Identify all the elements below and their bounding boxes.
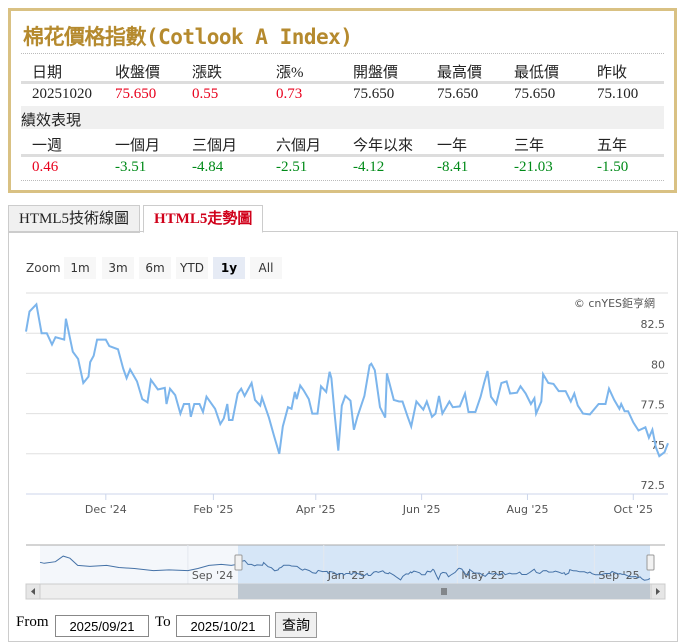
- cell-value: 0.55: [192, 86, 219, 102]
- y-tick-label: 75: [651, 439, 665, 452]
- cell-value: -2.51: [276, 159, 308, 175]
- column-header: 最低價: [514, 65, 560, 81]
- chart-panel: [8, 231, 678, 642]
- column-header: 漲%: [276, 65, 304, 81]
- performance-header-row: 一週 一個月 三個月 六個月 今年以來 一年 三年 五年: [21, 131, 664, 157]
- navigator-right-handle[interactable]: [646, 554, 655, 571]
- column-header: 一年: [437, 138, 468, 154]
- zoom-label: Zoom: [26, 261, 61, 275]
- from-date-input[interactable]: [55, 615, 149, 637]
- cell-value: -21.03: [514, 159, 553, 175]
- y-tick-label: 82.5: [641, 318, 666, 331]
- navigator-tick-label: Sep '24: [192, 569, 233, 582]
- cell-value: 75.650: [115, 86, 157, 102]
- arrow-left-icon: [31, 588, 35, 595]
- tab-html5-trend-chart[interactable]: HTML5走勢圖: [143, 205, 264, 233]
- column-header: 開盤價: [353, 65, 399, 81]
- navigator-line: [39, 555, 651, 581]
- zoom-button-1m[interactable]: 1m: [64, 257, 96, 279]
- x-tick-label: Jun '25: [402, 503, 441, 516]
- index-title: 棉花價格指數(Cotlook A Index): [23, 25, 353, 49]
- y-tick-label: 77.5: [641, 399, 666, 412]
- column-header: 三年: [514, 138, 545, 154]
- cell-value: -8.41: [437, 159, 469, 175]
- navigator-tick-label: Jan '25: [327, 569, 365, 582]
- x-tick-label: Oct '25: [614, 503, 654, 516]
- column-header: 六個月: [276, 138, 322, 154]
- cell-value: -3.51: [115, 159, 147, 175]
- arrow-right-icon: [656, 588, 660, 595]
- performance-label: 績效表現: [21, 113, 82, 129]
- divider: [21, 53, 664, 54]
- column-header: 收盤價: [115, 65, 161, 81]
- y-tick-label: 72.5: [641, 479, 666, 492]
- tab-html5-technical-chart[interactable]: HTML5技術線圖: [8, 205, 140, 233]
- column-header: 一個月: [115, 138, 161, 154]
- to-date-input[interactable]: [176, 615, 270, 637]
- cell-value: 75.100: [597, 86, 639, 102]
- cell-value: 20251020: [32, 86, 92, 102]
- quote-header-row: 日期 收盤價 漲跌 漲% 開盤價 最高價 最低價 昨收: [21, 58, 664, 84]
- x-tick-label: Aug '25: [506, 503, 548, 516]
- column-header: 五年: [597, 138, 628, 154]
- x-tick-label: Dec '24: [85, 503, 127, 516]
- x-tick-label: Apr '25: [296, 503, 336, 516]
- cell-value: -4.84: [192, 159, 224, 175]
- cell-value: -4.12: [353, 159, 385, 175]
- credit-watermark: © cnYES鉅亨網: [574, 296, 655, 310]
- cell-value: 75.650: [353, 86, 395, 102]
- cell-value: 75.650: [437, 86, 479, 102]
- zoom-button-3m[interactable]: 3m: [102, 257, 134, 279]
- navigator-selected-area: [238, 545, 650, 584]
- divider: [21, 180, 664, 181]
- quote-value-row: 20251020 75.650 0.55 0.73 75.650 75.650 75.650…: [21, 83, 664, 106]
- column-header: 漲跌: [192, 65, 223, 81]
- performance-label-row: 績效表現: [21, 106, 664, 129]
- zoom-button-6m[interactable]: 6m: [139, 257, 171, 279]
- navigator-tick-label: Sep '25: [598, 569, 639, 582]
- column-header: 一週: [32, 138, 63, 154]
- cell-value: 0.73: [276, 86, 303, 102]
- column-header: 最高價: [437, 65, 483, 81]
- zoom-button-1y[interactable]: 1y: [213, 257, 245, 279]
- price-line: [25, 302, 669, 458]
- x-tick-label: Feb '25: [193, 503, 233, 516]
- quote-box: 棉花價格指數(Cotlook A Index) 日期 收盤價 漲跌 漲% 開盤價 最高價 最…: [8, 8, 677, 193]
- navigator-left-handle[interactable]: [234, 554, 243, 571]
- cell-value: 75.650: [514, 86, 556, 102]
- performance-value-row: 0.46 -3.51 -4.84 -2.51 -4.12 -8.41 -21.03 -1.50: [21, 156, 664, 179]
- column-header: 昨收: [597, 65, 628, 81]
- cell-value: -1.50: [597, 159, 629, 175]
- column-header: 三個月: [192, 138, 238, 154]
- query-button[interactable]: 查詢: [275, 612, 317, 638]
- cell-value: 0.46: [32, 159, 59, 175]
- navigator-unselected-area: [40, 545, 238, 584]
- from-label: From: [16, 614, 49, 630]
- column-header: 今年以來: [353, 138, 414, 154]
- zoom-button-ytd[interactable]: YTD: [176, 257, 208, 279]
- y-tick-label: 80: [651, 358, 665, 371]
- to-label: To: [155, 614, 171, 630]
- column-header: 日期: [32, 65, 63, 81]
- zoom-button-all[interactable]: All: [250, 257, 282, 279]
